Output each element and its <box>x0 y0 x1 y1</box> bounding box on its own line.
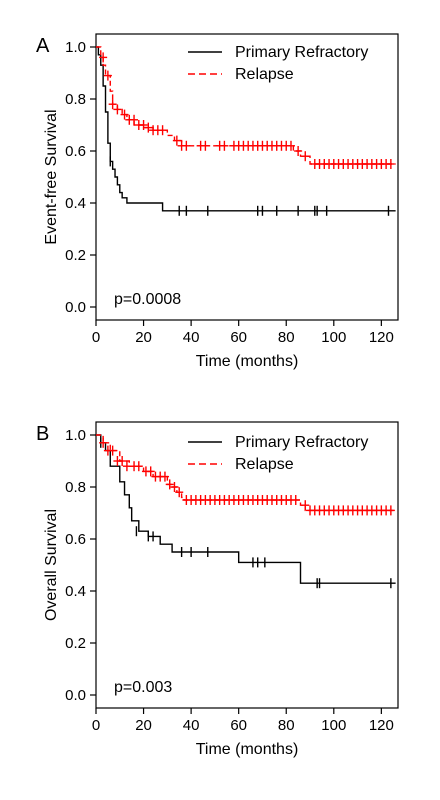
x-tick-label: 40 <box>183 717 200 734</box>
x-tick-label: 40 <box>183 329 200 346</box>
y-tick-label: 0.4 <box>65 583 86 600</box>
y-tick-label: 0.8 <box>65 479 86 496</box>
y-tick-label: 0.4 <box>65 195 86 212</box>
x-tick-label: 100 <box>321 329 346 346</box>
y-tick-label: 0.0 <box>65 687 86 704</box>
legend-label: Primary Refractory <box>235 434 368 451</box>
x-tick-label: 80 <box>278 717 295 734</box>
y-tick-label: 0.2 <box>65 635 86 652</box>
y-tick-label: 0.0 <box>65 299 86 316</box>
x-tick-label: 60 <box>230 717 247 734</box>
chart-panel-b: 0.0 0.2 0.4 0.6 0.8 1.0 0 20 40 60 80 100 120 Time (m… <box>36 421 399 758</box>
x-tick-label: 80 <box>278 329 295 346</box>
plot-frame <box>95 33 399 321</box>
panel-label: A <box>36 35 50 57</box>
x-tick-label: 0 <box>92 329 100 346</box>
x-tick-label: 20 <box>135 717 152 734</box>
legend-label: Relapse <box>235 456 294 473</box>
x-tick-label: 120 <box>369 717 394 734</box>
y-tick-label: 0.8 <box>65 91 86 108</box>
y-tick-label: 1.0 <box>65 39 86 56</box>
series-relapse <box>96 46 396 169</box>
chart-panel-a: 0.0 0.2 0.4 0.6 0.8 1.0 0 20 40 60 80 100 120 Time (m… <box>36 33 399 370</box>
series-relapse <box>96 434 396 516</box>
x-axis-label: Time (months) <box>196 741 299 758</box>
series-primary-refractory <box>96 46 396 216</box>
survival-curve <box>96 46 396 212</box>
legend-label: Primary Refractory <box>235 44 368 61</box>
p-value-annotation: p=0.003 <box>114 679 172 696</box>
x-tick-label: 60 <box>230 329 247 346</box>
p-value-annotation: p=0.0008 <box>114 291 181 308</box>
x-tick-label: 120 <box>369 329 394 346</box>
plot-frame <box>95 421 399 709</box>
y-tick-label: 0.6 <box>65 531 86 548</box>
x-tick-label: 0 <box>92 717 100 734</box>
x-tick-label: 100 <box>321 717 346 734</box>
x-axis-label: Time (months) <box>196 353 299 370</box>
y-axis-label: Overall Survival <box>43 509 60 621</box>
legend-label: Relapse <box>235 66 294 83</box>
y-tick-label: 0.6 <box>65 143 86 160</box>
y-axis-label: Event-free Survival <box>43 109 60 244</box>
y-tick-label: 1.0 <box>65 427 86 444</box>
x-tick-label: 20 <box>135 329 152 346</box>
panel-label: B <box>36 423 49 445</box>
y-tick-label: 0.2 <box>65 247 86 264</box>
